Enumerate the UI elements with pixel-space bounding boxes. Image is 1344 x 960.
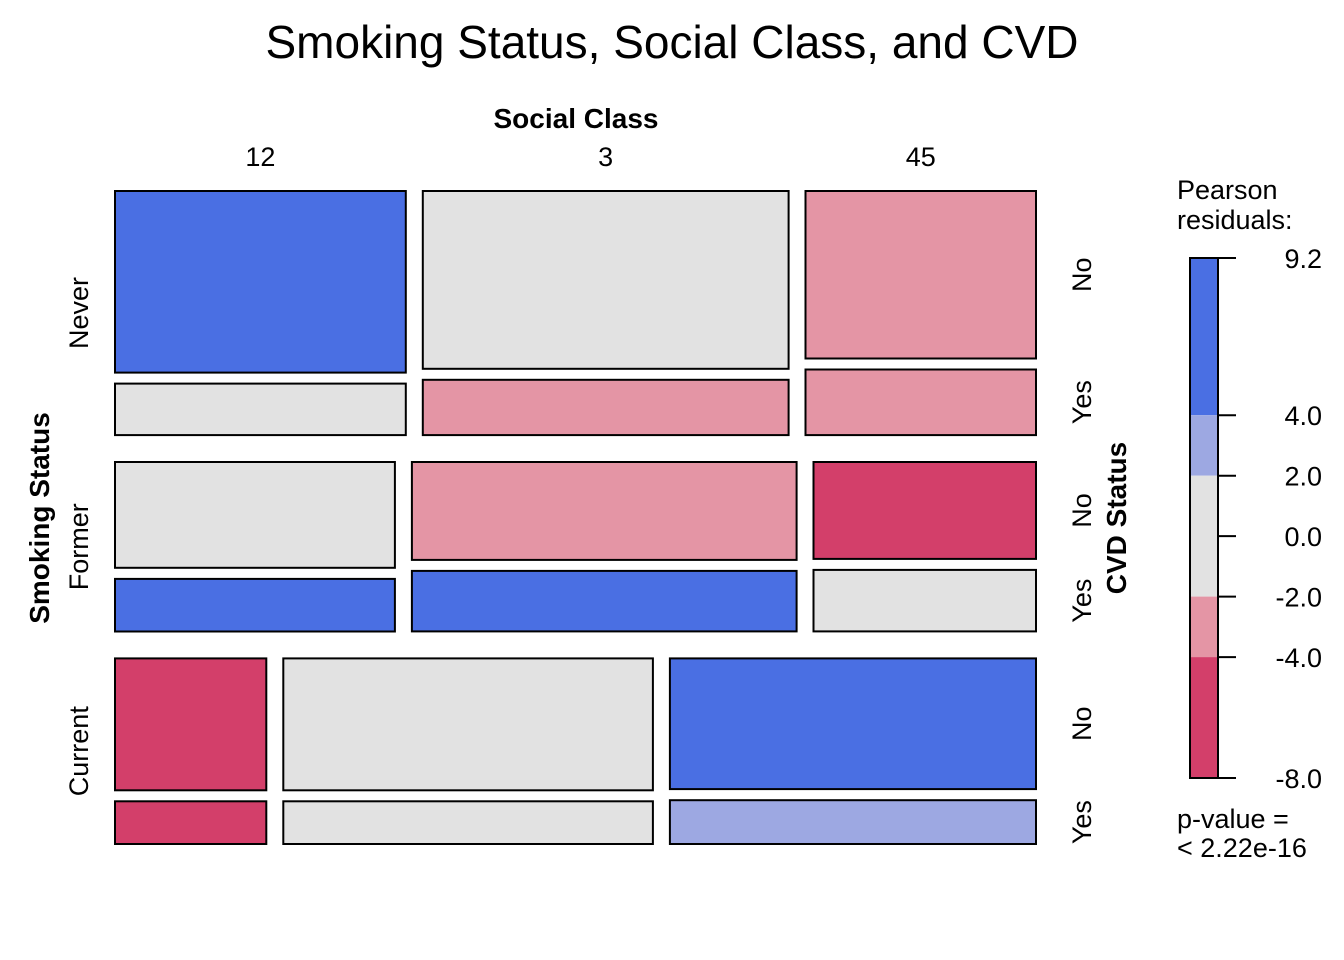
tile-never-12-no — [114, 190, 407, 374]
tile-current-45-yes — [668, 799, 1038, 846]
row-label-current: Current — [64, 706, 94, 797]
tile-current-45-no — [668, 657, 1038, 791]
cvd-label-never-yes: Yes — [1067, 380, 1097, 424]
legend-tick-label-4: 0.0 — [1284, 522, 1322, 552]
tile-never-45-no — [804, 190, 1037, 360]
cvd-label-former-yes: Yes — [1067, 579, 1097, 623]
tile-never-45-yes — [804, 368, 1037, 437]
legend-band-4 — [1190, 596, 1218, 658]
cvd-label-current-no: No — [1067, 707, 1097, 742]
column-variable-label: Social Class — [494, 103, 659, 134]
tile-current-3-no — [282, 657, 654, 792]
tile-never-3-no — [421, 190, 790, 370]
legend-title-line-2: residuals: — [1177, 205, 1293, 235]
legend-tick-label-7: -8.0 — [1275, 764, 1322, 794]
chart-title: Smoking Status, Social Class, and CVD — [265, 16, 1078, 68]
legend-tick-label-2: 4.0 — [1284, 401, 1322, 431]
tile-current-12-yes — [114, 800, 268, 845]
tile-former-12-no — [114, 461, 396, 569]
tile-former-45-yes — [812, 568, 1037, 633]
legend-tick-label-3: 2.0 — [1284, 462, 1322, 492]
legend-tick-label-1: 9.2 — [1284, 244, 1322, 274]
legend-band-2 — [1190, 415, 1218, 476]
tile-former-12-yes — [114, 577, 396, 633]
p-value-line-1: p-value = — [1177, 804, 1289, 834]
legend-title-line-1: Pearson — [1177, 175, 1278, 205]
p-value-line-2: < 2.22e-16 — [1177, 833, 1307, 863]
legend-tick-label-5: -2.0 — [1275, 583, 1322, 613]
tile-former-3-no — [410, 461, 798, 561]
tile-current-12-no — [114, 657, 268, 792]
tile-current-3-yes — [282, 800, 654, 845]
row-label-never: Never — [64, 277, 94, 349]
tile-never-3-yes — [421, 378, 790, 437]
tile-never-12-yes — [114, 382, 407, 437]
legend-tick-label-6: -4.0 — [1275, 643, 1322, 673]
legend-band-5 — [1190, 657, 1218, 778]
tile-former-3-yes — [410, 569, 798, 633]
column-label-3: 3 — [598, 142, 613, 172]
cvd-label-current-yes: Yes — [1067, 800, 1097, 844]
cvd-variable-label: CVD Status — [1101, 442, 1132, 594]
legend-frame — [1189, 257, 1219, 779]
legend-band-3 — [1190, 475, 1218, 597]
column-label-45: 45 — [906, 142, 936, 172]
row-label-former: Former — [64, 503, 94, 590]
row-variable-label: Smoking Status — [24, 412, 55, 624]
legend-band-1 — [1190, 258, 1218, 416]
cvd-label-former-no: No — [1067, 493, 1097, 528]
tile-former-45-no — [812, 461, 1037, 560]
cvd-label-never-no: No — [1067, 257, 1097, 292]
column-label-12: 12 — [245, 142, 275, 172]
